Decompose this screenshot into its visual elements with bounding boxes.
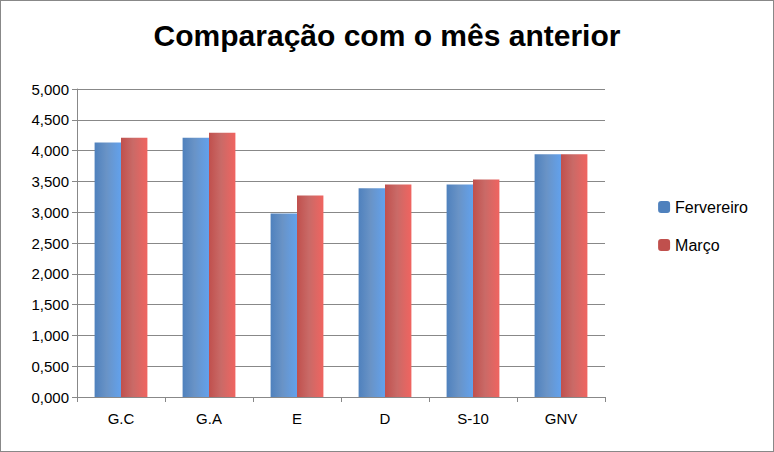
svg-text:S-10: S-10 xyxy=(457,410,489,427)
svg-text:0,500: 0,500 xyxy=(31,358,69,375)
svg-text:G.C: G.C xyxy=(108,410,135,427)
svg-text:3,000: 3,000 xyxy=(31,204,69,221)
svg-text:G.A: G.A xyxy=(196,410,222,427)
svg-text:0,000: 0,000 xyxy=(31,389,69,406)
svg-text:4,000: 4,000 xyxy=(31,142,69,159)
svg-text:3,500: 3,500 xyxy=(31,173,69,190)
svg-text:Fervereiro: Fervereiro xyxy=(675,199,748,216)
svg-text:GNV: GNV xyxy=(545,410,578,427)
svg-text:4,500: 4,500 xyxy=(31,111,69,128)
svg-text:5,000: 5,000 xyxy=(31,81,69,98)
svg-text:2,500: 2,500 xyxy=(31,235,69,252)
svg-text:1,000: 1,000 xyxy=(31,327,69,344)
svg-text:E: E xyxy=(292,410,302,427)
svg-text:D: D xyxy=(380,410,391,427)
svg-text:Março: Março xyxy=(675,237,720,254)
svg-text:Comparação com o mês anterior: Comparação com o mês anterior xyxy=(154,19,621,52)
svg-text:1,500: 1,500 xyxy=(31,296,69,313)
svg-text:2,000: 2,000 xyxy=(31,265,69,282)
